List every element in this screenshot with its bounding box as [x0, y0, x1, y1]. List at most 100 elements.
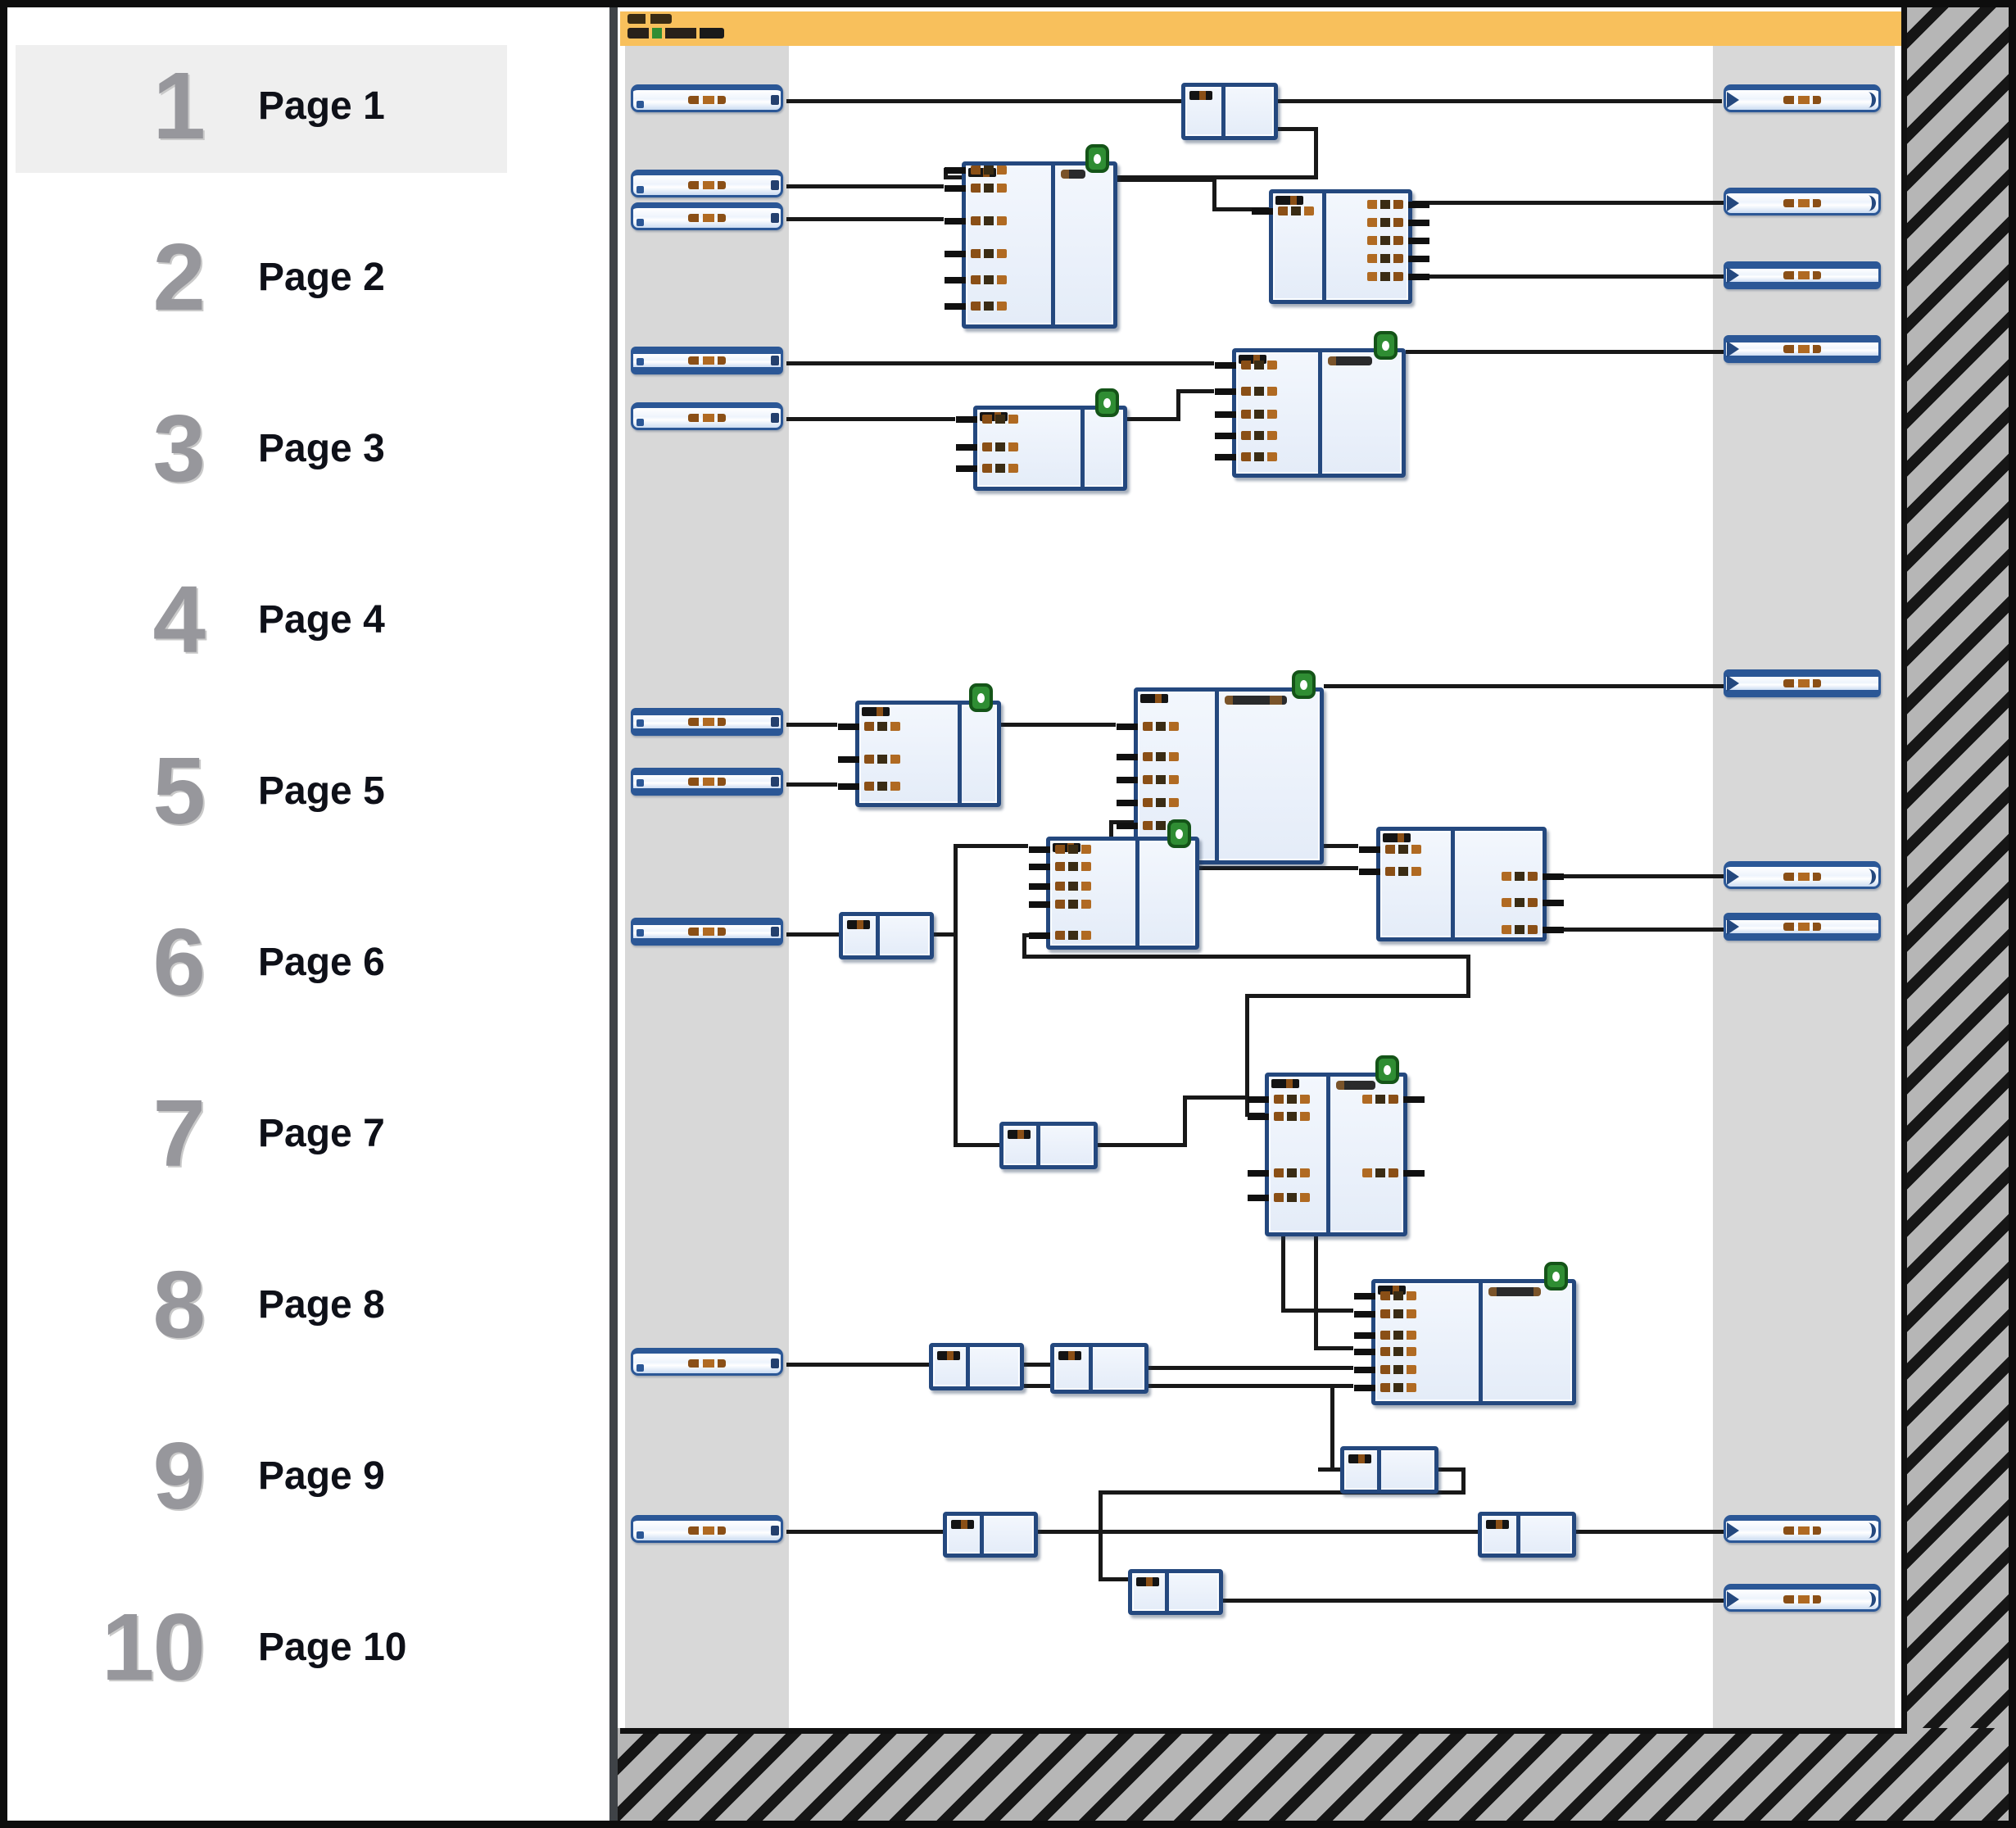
output-port-5[interactable]: [1724, 669, 1881, 697]
wire: [1099, 1490, 1465, 1495]
function-block-1[interactable]: [945, 144, 1117, 329]
block-divider: [1318, 352, 1322, 474]
pin: [1502, 898, 1564, 907]
page-number: 1: [152, 52, 206, 159]
page-list-item-8[interactable]: 8 Page 8: [16, 1235, 523, 1374]
page-list-item-3[interactable]: 3 Page 3: [16, 379, 523, 518]
wire: [1314, 1346, 1353, 1350]
wire: [1278, 127, 1317, 131]
input-port-7[interactable]: [631, 768, 783, 796]
wire: [1406, 350, 1724, 354]
output-port-1[interactable]: [1724, 84, 1881, 112]
input-port-5[interactable]: [631, 402, 783, 430]
page-list-item-4[interactable]: 4 Page 4: [16, 550, 523, 689]
function-block-4[interactable]: [1215, 331, 1406, 478]
block-divider: [1215, 692, 1219, 860]
input-port-2[interactable]: [631, 170, 783, 197]
output-port-7[interactable]: [1724, 913, 1881, 941]
block-divider: [1516, 1516, 1520, 1554]
page-list-item-1[interactable]: 1 Page 1: [16, 36, 523, 175]
input-port-8[interactable]: [631, 918, 783, 946]
wire: [786, 1363, 929, 1367]
input-port-1[interactable]: [631, 84, 783, 112]
page-number: 8: [152, 1251, 206, 1358]
output-port-8[interactable]: [1724, 1515, 1881, 1543]
wire: [1576, 1530, 1724, 1534]
input-port-9[interactable]: [631, 1348, 783, 1376]
function-block-7[interactable]: [1029, 819, 1199, 950]
port-label: [688, 778, 726, 786]
port-label: [1783, 1526, 1821, 1535]
wire: [1024, 1363, 1050, 1367]
pin: [945, 166, 1007, 175]
page-list-item-7[interactable]: 7 Page 7: [16, 1064, 523, 1203]
wire: [1438, 1467, 1465, 1472]
converter-block-3[interactable]: [999, 1122, 1098, 1169]
pin: [1362, 1168, 1425, 1177]
converter-block-2[interactable]: [839, 912, 934, 959]
block-title: [1225, 696, 1287, 705]
page-number: 10: [101, 1594, 206, 1700]
wire: [1547, 928, 1724, 932]
input-port-3[interactable]: [631, 202, 783, 230]
block-divider: [1479, 1283, 1483, 1401]
input-port-4[interactable]: [631, 347, 783, 374]
function-block-3[interactable]: [956, 388, 1127, 491]
block-title: [1336, 1081, 1375, 1090]
output-port-2[interactable]: [1724, 188, 1881, 215]
converter-block-1[interactable]: [1181, 83, 1278, 140]
page-list-item-6[interactable]: 6 Page 6: [16, 892, 523, 1032]
block-divider: [1221, 87, 1225, 136]
wire: [1324, 684, 1724, 688]
pin: [1502, 925, 1564, 934]
page-list-item-9[interactable]: 9 Page 9: [16, 1406, 523, 1545]
converter-block-8[interactable]: [1478, 1512, 1576, 1558]
function-block-6[interactable]: [1117, 670, 1324, 864]
block-divider: [1089, 1347, 1093, 1390]
input-port-6[interactable]: [631, 708, 783, 736]
pin: [1215, 387, 1277, 396]
wire: [1330, 1384, 1334, 1472]
page-list-item-10[interactable]: 10 Page 10: [16, 1577, 523, 1717]
output-port-6[interactable]: [1724, 861, 1881, 889]
pin: [1117, 798, 1179, 807]
pin: [1354, 1291, 1416, 1300]
lock-badge-icon: [969, 683, 993, 712]
wire: [1176, 389, 1180, 421]
output-port-4[interactable]: [1724, 335, 1881, 363]
pin: [945, 302, 1007, 311]
converter-block-9[interactable]: [1128, 1569, 1223, 1615]
diagram-canvas[interactable]: [618, 7, 2009, 1821]
block-divider: [1326, 1077, 1330, 1232]
output-port-9[interactable]: [1724, 1584, 1881, 1612]
pin: [838, 782, 900, 791]
wire: [786, 782, 837, 787]
page-list-item-2[interactable]: 2 Page 2: [16, 207, 523, 347]
port-label: [1783, 1595, 1821, 1603]
input-rail: [625, 46, 789, 1728]
function-block-5[interactable]: [838, 683, 1001, 807]
port-label: [1783, 271, 1821, 279]
wire: [944, 175, 1317, 179]
page-sheet: [620, 7, 1907, 1734]
pin: [1117, 722, 1179, 731]
input-port-10[interactable]: [631, 1515, 783, 1543]
block-label: [1486, 1520, 1509, 1529]
pin: [1215, 410, 1277, 419]
wire: [786, 184, 944, 188]
function-block-10[interactable]: [1354, 1262, 1576, 1405]
wire: [1098, 1143, 1186, 1147]
function-block-9[interactable]: [1248, 1055, 1425, 1236]
function-block-8[interactable]: [1359, 827, 1564, 941]
output-port-3[interactable]: [1724, 261, 1881, 289]
page-list-item-5[interactable]: 5 Page 5: [16, 721, 523, 860]
wire: [1109, 820, 1134, 824]
converter-block-7[interactable]: [943, 1512, 1038, 1558]
pin: [1215, 361, 1277, 370]
converter-block-4[interactable]: [929, 1343, 1024, 1390]
converter-block-6[interactable]: [1340, 1446, 1438, 1494]
converter-block-5[interactable]: [1050, 1343, 1148, 1394]
wire: [1547, 874, 1724, 878]
function-block-2[interactable]: [1252, 189, 1429, 304]
